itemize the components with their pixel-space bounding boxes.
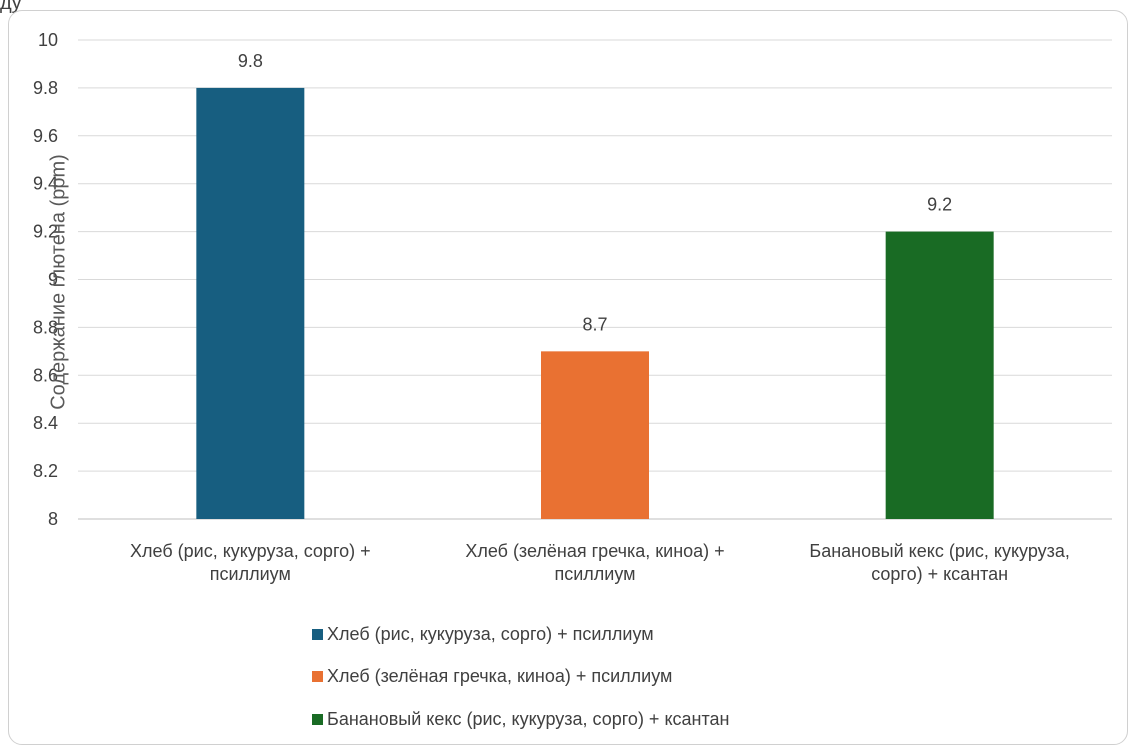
bar bbox=[886, 232, 994, 519]
legend-swatch bbox=[312, 671, 323, 682]
x-category-label: Банановый кекс (рис, кукуруза, сорго) + к… bbox=[770, 540, 1110, 586]
bars bbox=[196, 88, 993, 519]
legend-label: Хлеб (зелёная гречка, киноа) + псиллиум bbox=[327, 666, 672, 687]
legend-item: Хлеб (рис, кукуруза, сорго) + псиллиум bbox=[312, 624, 654, 645]
y-tick-label: 8.2 bbox=[33, 461, 58, 481]
y-axis-label: Содержание глютена (ppm) bbox=[48, 154, 71, 410]
legend-label: Хлеб (рис, кукуруза, сорго) + псиллиум bbox=[327, 624, 654, 645]
data-label: 8.7 bbox=[582, 314, 607, 334]
legend-swatch bbox=[312, 629, 323, 640]
x-category-label: Хлеб (зелёная гречка, киноа) + псиллиум bbox=[425, 540, 765, 586]
y-tick-label: 8.4 bbox=[33, 413, 58, 433]
x-category-label-line: Хлеб (рис, кукуруза, сорго) + bbox=[80, 540, 420, 563]
y-tick-label: 8 bbox=[48, 509, 58, 529]
x-category-label: Хлеб (рис, кукуруза, сорго) + псиллиум bbox=[80, 540, 420, 586]
legend-swatch bbox=[312, 714, 323, 725]
data-label: 9.8 bbox=[238, 51, 263, 71]
y-tick-label: 9.6 bbox=[33, 126, 58, 146]
x-category-label-line: Банановый кекс (рис, кукуруза, bbox=[770, 540, 1110, 563]
bar bbox=[196, 88, 304, 519]
y-tick-label: 9.8 bbox=[33, 78, 58, 98]
legend-label: Банановый кекс (рис, кукуруза, сорго) + … bbox=[327, 709, 729, 730]
bar bbox=[541, 351, 649, 519]
legend-item: Хлеб (зелёная гречка, киноа) + псиллиум bbox=[312, 666, 672, 687]
y-tick-label: 10 bbox=[38, 30, 58, 50]
x-category-label-line: псиллиум bbox=[425, 563, 765, 586]
data-labels: 9.8 8.7 9.2 bbox=[238, 51, 952, 334]
x-category-label-line: Хлеб (зелёная гречка, киноа) + bbox=[425, 540, 765, 563]
x-category-label-line: сорго) + ксантан bbox=[770, 563, 1110, 586]
data-label: 9.2 bbox=[927, 195, 952, 215]
legend-item: Банановый кекс (рис, кукуруза, сорго) + … bbox=[312, 709, 729, 730]
x-category-label-line: псиллиум bbox=[80, 563, 420, 586]
